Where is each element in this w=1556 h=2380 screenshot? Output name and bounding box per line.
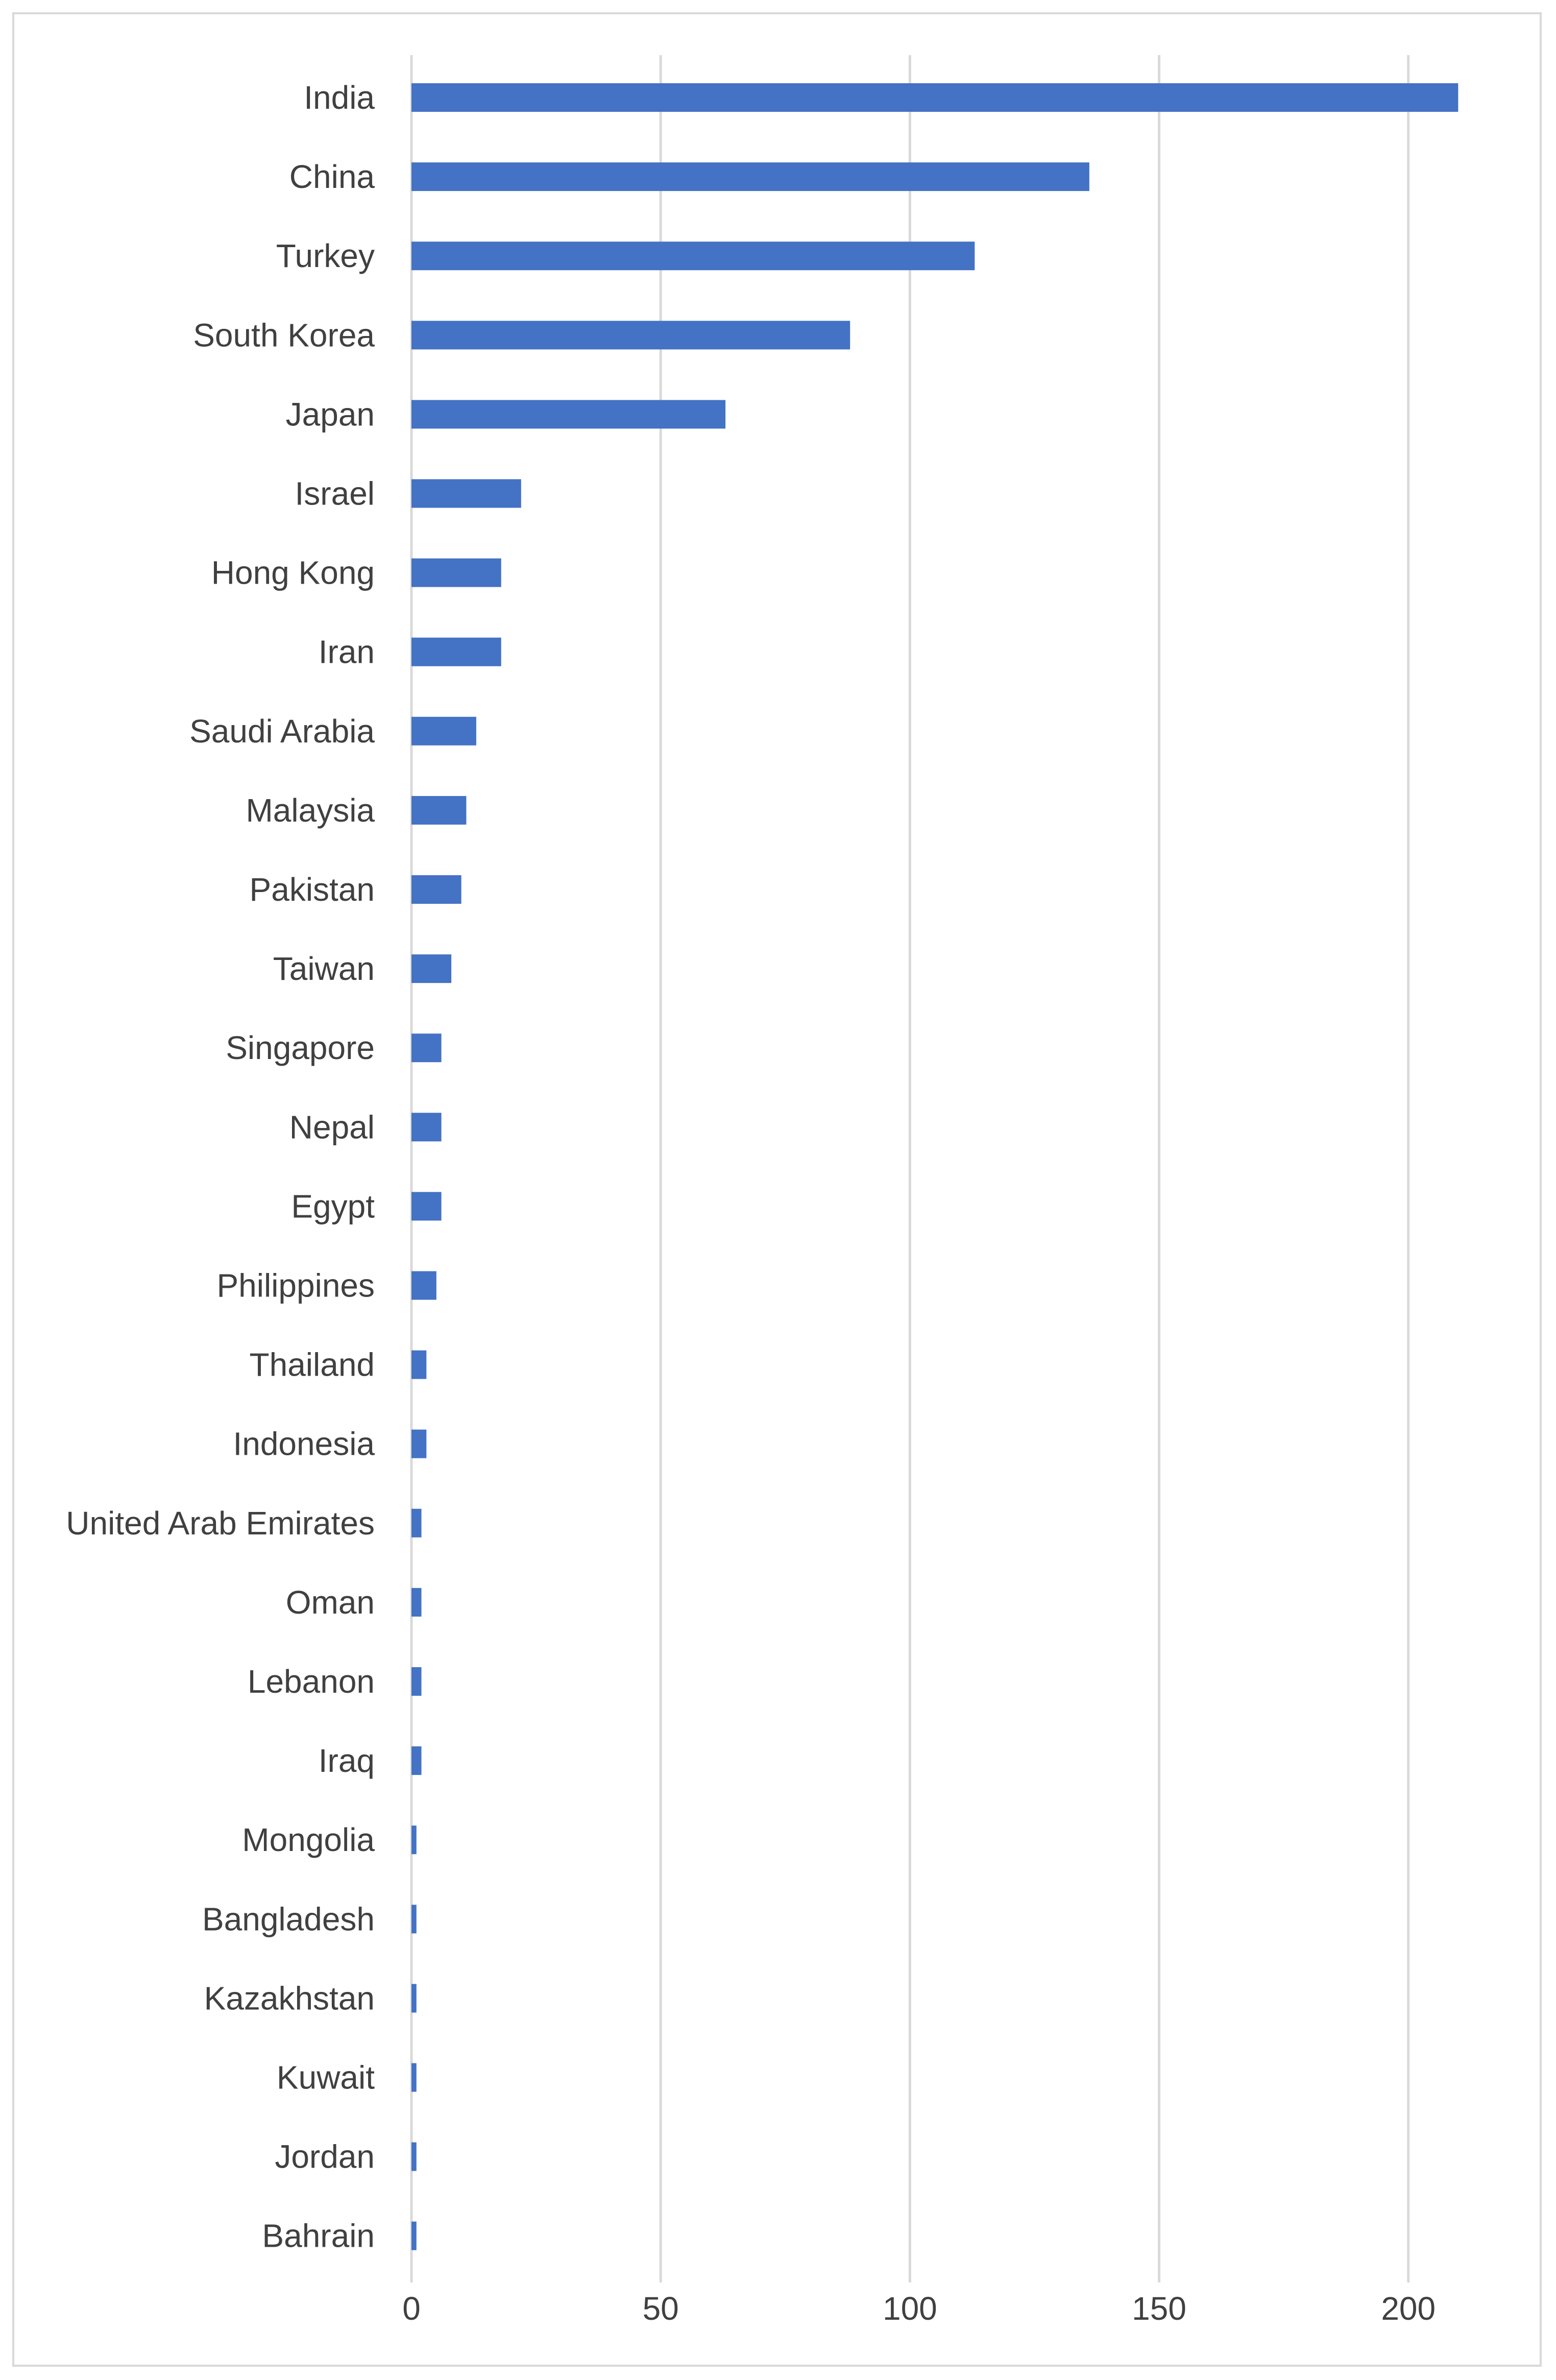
bar-lebanon — [411, 1667, 422, 1696]
bar-singapore — [411, 1033, 442, 1063]
category-label: Indonesia — [233, 1426, 375, 1462]
bar-turkey — [411, 242, 975, 271]
bar-iraq — [411, 1746, 422, 1775]
bar-kazakhstan — [411, 1984, 417, 2013]
bar-south-korea — [411, 321, 850, 350]
category-label: United Arab Emirates — [66, 1505, 375, 1542]
category-label: Hong Kong — [211, 555, 375, 591]
category-label: Jordan — [275, 2138, 375, 2175]
bar-jordan — [411, 2142, 417, 2171]
category-label: Philippines — [216, 1267, 375, 1304]
category-label: Thailand — [250, 1347, 375, 1383]
category-label: Kuwait — [277, 2059, 375, 2096]
category-label: Israel — [295, 475, 375, 512]
category-label: India — [304, 79, 375, 116]
bar-israel — [411, 479, 521, 508]
bar-saudi-arabia — [411, 716, 476, 746]
bar-iran — [411, 637, 501, 666]
bars — [411, 83, 1458, 2250]
category-label: Oman — [286, 1584, 375, 1621]
bar-hong-kong — [411, 558, 501, 587]
bar-bahrain — [411, 2221, 417, 2250]
x-axis-tick-labels: 0 50 100 150 200 — [402, 2290, 1436, 2327]
bar-egypt — [411, 1192, 442, 1221]
category-label: Saudi Arabia — [189, 713, 375, 750]
category-label: Malaysia — [246, 792, 375, 829]
category-label: Bahrain — [262, 2218, 375, 2254]
category-label: Lebanon — [248, 1663, 375, 1700]
x-tick-label: 0 — [402, 2290, 421, 2327]
category-label: Turkey — [276, 237, 375, 274]
gridlines — [410, 55, 1410, 2282]
bar-japan — [411, 400, 726, 429]
bar-philippines — [411, 1271, 436, 1300]
bar-india — [411, 83, 1458, 112]
category-label: Iran — [319, 634, 375, 670]
bar-taiwan — [411, 954, 452, 983]
bar-mongolia — [411, 1825, 417, 1855]
bar-kuwait — [411, 2063, 417, 2092]
x-tick-label: 100 — [883, 2290, 937, 2327]
category-label: Kazakhstan — [204, 1980, 375, 2016]
chart-frame: India China Turkey South Korea Japan Israel Ho… — [12, 12, 1542, 2367]
category-label: Mongolia — [242, 1821, 375, 1858]
bar-nepal — [411, 1113, 442, 1142]
category-label: Iraq — [319, 1742, 375, 1779]
bar-thailand — [411, 1350, 427, 1379]
bar-oman — [411, 1588, 422, 1617]
bar-china — [411, 162, 1089, 191]
category-label: South Korea — [193, 317, 375, 353]
x-tick-label: 150 — [1132, 2290, 1186, 2327]
category-label: Egypt — [291, 1188, 375, 1224]
category-label: Japan — [286, 396, 375, 432]
category-label: Nepal — [289, 1109, 375, 1145]
bar-united-arab-emirates — [411, 1508, 422, 1537]
category-label: Pakistan — [250, 871, 375, 908]
bar-bangladesh — [411, 1905, 417, 1934]
category-label: Taiwan — [273, 950, 375, 987]
x-tick-label: 50 — [643, 2290, 679, 2327]
category-label: Bangladesh — [202, 1901, 375, 1937]
category-label: China — [289, 158, 375, 195]
x-tick-label: 200 — [1381, 2290, 1436, 2327]
bar-malaysia — [411, 796, 467, 825]
category-labels: India China Turkey South Korea Japan Israel Ho… — [66, 79, 375, 2254]
bar-pakistan — [411, 875, 461, 904]
bar-chart: India China Turkey South Korea Japan Israel Ho… — [66, 55, 1458, 2327]
bar-indonesia — [411, 1429, 427, 1458]
category-label: Singapore — [226, 1029, 375, 1066]
